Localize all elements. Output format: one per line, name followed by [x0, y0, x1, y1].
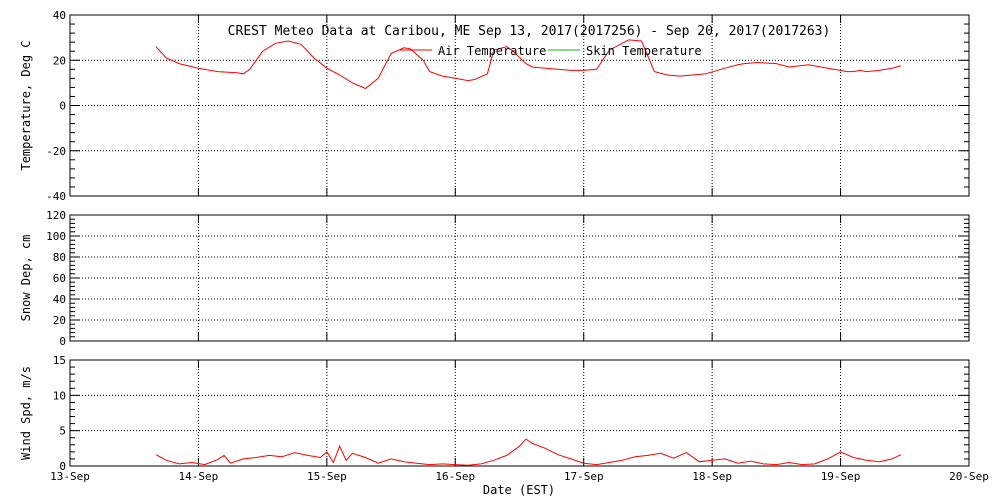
legend-air-label: Air Temperature [438, 44, 546, 58]
y-tick-label: 60 [53, 272, 66, 285]
x-tick-label: 16-Sep [435, 470, 475, 483]
y-tick-label: 0 [59, 100, 66, 113]
y-tick-label: -20 [46, 145, 66, 158]
x-tick-label: 18-Sep [692, 470, 732, 483]
wind-speed-line [155, 438, 902, 466]
chart-panels: -40 -20 0 20 40 Temperature, Deg C 0 20 40 60 80 10… [19, 9, 989, 483]
x-tick-label: 20-Sep [949, 470, 989, 483]
y-tick-label: 120 [46, 209, 66, 222]
y-tick-label: 0 [59, 335, 66, 348]
x-tick-label: 14-Sep [179, 470, 219, 483]
y-tick-label: 20 [53, 314, 66, 327]
panel-frame [69, 214, 970, 342]
y-tick-label: 40 [53, 9, 66, 22]
legend-skin-label: Skin Temperature [586, 44, 702, 58]
y-tick-label: 80 [53, 251, 66, 264]
chart-title: CREST Meteo Data at Caribou, ME Sep 13, … [228, 24, 831, 39]
y-tick-label: 100 [46, 230, 66, 243]
y-axis-label: Snow Dep, cm [19, 235, 33, 322]
x-tick-label: 19-Sep [821, 470, 861, 483]
y-tick-label: 40 [53, 293, 66, 306]
y-tick-label: 0 [59, 460, 66, 473]
y-tick-label: 10 [53, 389, 66, 402]
air-temperature-line [155, 39, 902, 90]
y-tick-label: 5 [59, 425, 66, 438]
y-tick-label: 20 [53, 54, 66, 67]
x-tick-label: 17-Sep [564, 470, 604, 483]
x-axis-label: Date (EST) [483, 483, 555, 497]
panel-frame [69, 359, 970, 467]
chart-legend: Air Temperature Skin Temperature [400, 44, 702, 58]
y-tick-label: 15 [53, 354, 66, 367]
x-tick-label: 13-Sep [50, 470, 90, 483]
panel-frame [69, 14, 970, 197]
y-tick-label: -40 [46, 190, 66, 203]
y-axis-label: Temperature, Deg C [19, 40, 33, 170]
x-tick-label: 15-Sep [307, 470, 347, 483]
y-axis-label: Wind Spd, m/s [19, 366, 33, 460]
